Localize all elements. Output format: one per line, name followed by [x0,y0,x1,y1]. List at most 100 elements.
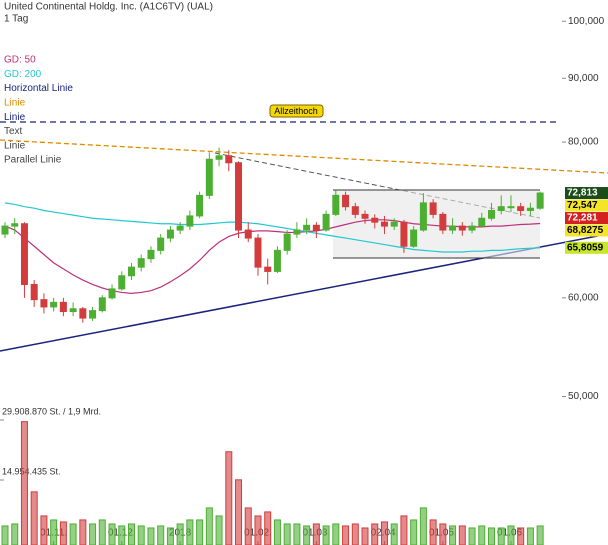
candle-body [273,249,281,272]
candle-body [108,288,116,299]
candle-body [517,206,525,212]
volume-bar [303,525,311,545]
volume-bar [478,525,486,545]
candle-body [59,301,67,313]
volume-bar [517,527,525,545]
legend-entry: Text [4,126,23,137]
volume-bar [30,491,38,545]
price-marker-label: 68,8275 [567,225,604,236]
volume-bar [1,525,9,545]
candle-body [1,225,9,235]
volume-bar [79,519,87,545]
price-marker [565,199,608,212]
candle-body [332,194,340,215]
volume-bar [332,523,340,545]
candle-body [186,215,194,227]
candle-body [225,155,233,164]
candle-body [98,297,106,312]
volume-bar [322,525,330,545]
candle-body [351,206,359,215]
volume-bar [166,527,174,545]
volume-bar [215,515,223,545]
candle-body [312,224,320,231]
candle-body [205,158,213,196]
candle-body [371,217,379,223]
candle-body [497,206,505,212]
volume-bar [137,525,145,545]
volume-bar [507,525,515,545]
volume-bar [439,523,447,545]
candle-body [50,301,58,308]
candle-body [11,223,19,227]
candle-body [536,192,544,209]
candle-body [322,213,330,231]
candle-body [254,237,262,268]
moving-average [4,202,541,253]
candle-body [283,233,291,251]
volume-bar [235,479,243,545]
candle-body [264,266,272,272]
volume-bar [526,527,534,545]
price-marker [565,187,608,200]
candle-body [293,229,301,235]
volume-bar [108,523,116,545]
candle-body [449,225,457,231]
candle-body [468,225,476,231]
candle-body [507,206,515,209]
volume-bar [254,515,262,545]
candle-body [118,275,126,290]
price-marker-label: 72,547 [567,200,598,211]
legend-entry: Parallel Linie [4,155,62,166]
candle-body [244,229,252,239]
volume-tick-label: 14.954.435 St. [2,466,61,476]
price-marker [565,241,608,254]
candle-body [79,308,87,319]
y-tick-label: 90,000 [568,73,599,84]
price-marker [565,224,608,237]
volume-bar [157,525,165,545]
candle-body [20,223,28,285]
candle-body [235,162,243,231]
candle-body [380,221,388,227]
volume-bar [400,515,408,545]
volume-bar [225,451,233,545]
legend-entry: Linie [4,98,26,109]
volume-bar [118,525,126,545]
volume-bar [419,507,427,545]
volume-bar [98,519,106,545]
candle-body [342,194,350,208]
volume-bar [50,519,58,545]
candle-body [429,202,437,215]
candle-body [419,202,427,231]
volume-bar [186,519,194,545]
legend-entry: Linie [4,140,26,151]
volume-bar [488,527,495,545]
price-marker-label: 72,813 [567,188,598,199]
volume-bar [312,523,320,545]
volume-bar [273,519,281,545]
legend-entry: Linie [4,112,26,123]
volume-bar [293,523,301,545]
y-tick-label: 100,000 [568,16,605,27]
candle-body [137,258,145,268]
legend-entry: GD: 50 [4,55,36,66]
volume-bar [497,527,505,545]
candle-body [127,266,135,277]
channel-box [333,190,540,258]
volume-bar [264,511,272,545]
price-marker-label: 65,8059 [567,242,604,253]
candle-body [40,299,48,308]
volume-bar [244,507,252,545]
volume-bar [59,521,67,545]
volume-bar [196,519,204,545]
trend-line [0,139,608,174]
volume-bar [390,523,398,545]
volume-bar [371,523,379,545]
volume-bar [20,421,28,545]
candle-body [157,237,165,251]
chart-title: United Continental Holdg. Inc. (A1C6TV) … [4,2,213,13]
candle-body [176,225,184,231]
volume-bar [468,527,476,545]
volume-bar [69,523,77,545]
